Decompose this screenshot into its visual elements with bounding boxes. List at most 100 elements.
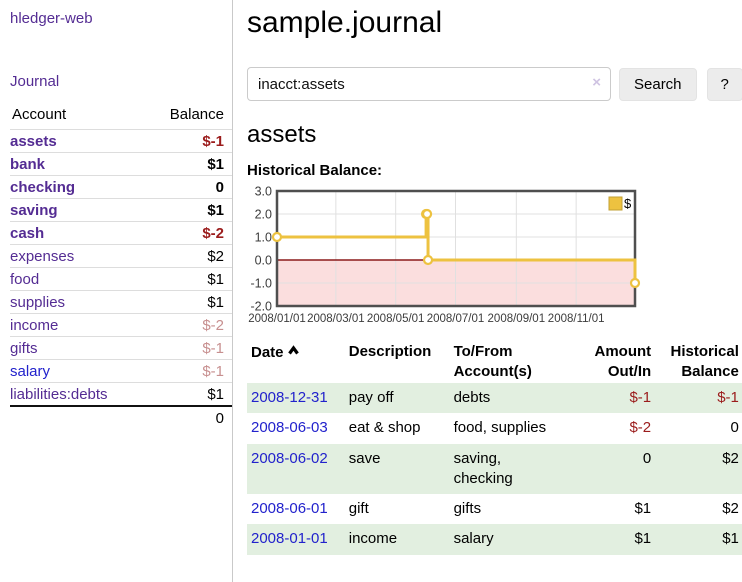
app-title-row: hledger-web: [10, 10, 232, 27]
account-row: assets $-1: [10, 129, 232, 153]
account-heading: assets: [247, 121, 317, 148]
account-row: cash $-2: [10, 221, 232, 245]
account-link-cash[interactable]: cash: [10, 224, 45, 242]
account-balance: $1: [143, 267, 232, 291]
svg-text:2008/07/01: 2008/07/01: [427, 313, 485, 325]
svg-text:-1.0: -1.0: [250, 277, 272, 291]
search-form: × Search ?: [247, 67, 742, 101]
account-balance: 0: [143, 175, 232, 199]
account-balance: $1: [143, 382, 232, 406]
search-button[interactable]: Search: [619, 67, 697, 101]
account-row: food $1: [10, 267, 232, 291]
tx-cell-amount: $1: [554, 524, 656, 555]
account-balance: $2: [143, 244, 232, 268]
accounts-table-body: assets $-1 bank $1 checking 0 saving $1 cash $-2 e…: [10, 129, 232, 406]
account-link-salary[interactable]: salary: [10, 362, 51, 380]
tx-cell-accounts: salary: [449, 524, 555, 555]
svg-text:$: $: [624, 196, 632, 211]
account-link-supplies[interactable]: supplies: [10, 293, 66, 311]
accounts-header-account: Account: [12, 106, 67, 123]
tx-cell-balance: 0: [730, 419, 739, 437]
transaction-date-link[interactable]: 2008-06-01: [251, 500, 328, 517]
search-input[interactable]: [247, 67, 611, 101]
transactions-table: Date Description To/From Account(s) Amou…: [247, 340, 742, 555]
sidebar: hledger-web Journal Account Balance asse…: [0, 0, 233, 582]
svg-text:3.0: 3.0: [255, 186, 272, 199]
account-link-bank[interactable]: bank: [10, 155, 46, 173]
tx-cell-description: gift: [348, 500, 369, 517]
tx-cell-description: income: [344, 524, 450, 555]
accounts-table-header: Account Balance: [10, 102, 232, 130]
account-balance: $-2: [143, 313, 232, 337]
tx-cell-balance: $2: [722, 500, 739, 517]
tx-header-date[interactable]: Date: [247, 340, 345, 383]
svg-text:2008/09/01: 2008/09/01: [488, 313, 546, 325]
account-link-assets[interactable]: assets: [10, 132, 57, 150]
account-row: bank $1: [10, 152, 232, 176]
account-link-gifts[interactable]: gifts: [10, 339, 38, 357]
transaction-row: 2008-01-01 income salary $1 $1: [247, 524, 742, 555]
transaction-row: 2008-06-02 save saving, checking 0 $2: [247, 443, 742, 494]
clear-search-icon[interactable]: ×: [592, 74, 601, 91]
account-link-checking[interactable]: checking: [10, 178, 76, 196]
tx-cell-description: save: [344, 443, 450, 494]
account-row: expenses $2: [10, 244, 232, 268]
tx-cell-amount: $-1: [554, 383, 656, 414]
account-link-income[interactable]: income: [10, 316, 59, 334]
account-balance: $-1: [143, 359, 232, 383]
tx-cell-description: pay off: [344, 383, 450, 414]
svg-text:2008/01/01: 2008/01/01: [248, 313, 306, 325]
tx-header-accounts: To/From Account(s): [453, 343, 532, 380]
transaction-date-link[interactable]: 2008-06-03: [251, 419, 328, 437]
tx-cell-accounts: gifts: [453, 500, 482, 517]
transactions-table-header: Date Description To/From Account(s) Amou…: [247, 340, 742, 383]
account-link-food[interactable]: food: [10, 270, 40, 288]
chevron-up-icon: [287, 342, 300, 362]
account-link-saving[interactable]: saving: [10, 201, 58, 219]
transactions-table-body: 2008-12-31 pay off debts $-1 $-1 2008-06-03 ea…: [247, 383, 742, 555]
tx-cell-date: 2008-12-31: [247, 383, 345, 414]
account-row: checking 0: [10, 175, 232, 199]
account-row: liabilities:debts $1: [10, 382, 232, 406]
svg-text:2008/11/01: 2008/11/01: [548, 313, 605, 325]
tx-header-balance: Historical Balance: [670, 343, 739, 380]
accounts-total-row: 0: [10, 405, 232, 430]
account-balance: $1: [143, 152, 232, 176]
sidebar-nav: Journal: [10, 73, 232, 90]
transaction-date-link[interactable]: 2008-01-01: [251, 530, 328, 548]
account-balance: $-1: [143, 336, 232, 360]
tx-cell-date: 2008-06-02: [247, 443, 345, 494]
transaction-date-link[interactable]: 2008-12-31: [251, 389, 328, 406]
tx-cell-description: eat & shop: [348, 419, 421, 437]
tx-cell-amount: $1: [634, 500, 652, 517]
main-content: sample.journal × Search ? assets Histori…: [233, 0, 742, 582]
transaction-row: 2008-06-01 gift gifts $1 $2: [247, 494, 742, 524]
account-link-expenses[interactable]: expenses: [10, 247, 75, 265]
tx-header-description: Description: [348, 343, 432, 360]
account-balance: $1: [143, 198, 232, 222]
tx-cell-accounts: food, supplies: [453, 419, 547, 437]
app-title-link[interactable]: hledger-web: [10, 10, 93, 27]
transaction-date-link[interactable]: 2008-06-02: [251, 449, 328, 467]
account-link-liabilities-debts[interactable]: liabilities:debts: [10, 385, 108, 403]
svg-text:0.0: 0.0: [255, 254, 272, 268]
account-balance: $-1: [143, 129, 232, 153]
tx-cell-accounts: debts: [449, 383, 555, 414]
tx-cell-date: 2008-06-01: [247, 494, 345, 524]
account-row: supplies $1: [10, 290, 232, 314]
account-row: salary $-1: [10, 359, 232, 383]
page-title: sample.journal: [247, 6, 443, 39]
account-row: saving $1: [10, 198, 232, 222]
help-button[interactable]: ?: [706, 67, 742, 101]
tx-header-amount: Amount Out/In: [594, 343, 652, 380]
chart-label: Historical Balance:: [247, 162, 383, 179]
account-balance: $1: [143, 290, 232, 314]
tx-cell-balance: $-1: [655, 383, 742, 414]
tx-cell-balance: $1: [655, 524, 742, 555]
account-row: gifts $-1: [10, 336, 232, 360]
transaction-row: 2008-12-31 pay off debts $-1 $-1: [247, 383, 742, 414]
sidebar-item-journal[interactable]: Journal: [10, 73, 60, 90]
accounts-table: Account Balance assets $-1 bank $1 checking 0…: [10, 102, 232, 430]
account-row: income $-2: [10, 313, 232, 337]
